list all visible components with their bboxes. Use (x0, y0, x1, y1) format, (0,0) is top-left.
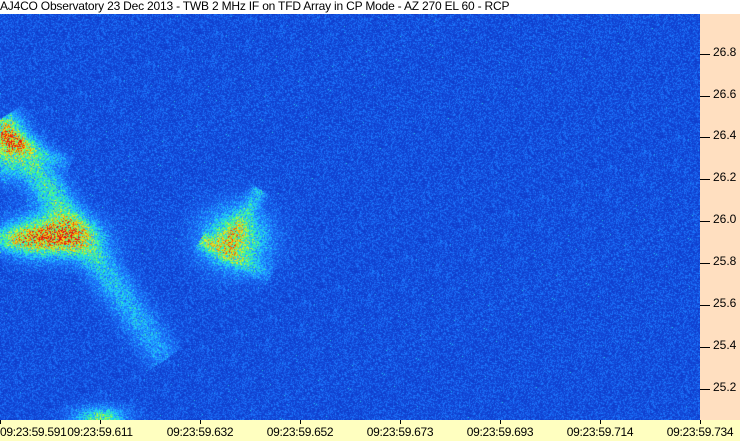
x-tick-label: 09:23:59.652 (266, 425, 334, 439)
x-tick-label: 09:23:59.734 (666, 425, 734, 439)
y-tick-label: 26.4 (713, 128, 737, 143)
x-tick-label: 09:23:59.632 (166, 425, 234, 439)
y-tick (700, 95, 710, 97)
x-tick (100, 420, 101, 424)
x-tick (600, 420, 601, 424)
x-tick (400, 420, 401, 424)
y-tick-label: 26.0 (713, 212, 737, 227)
y-tick (700, 346, 710, 348)
x-tick-label: 09:23:59.591 (0, 425, 67, 439)
chart-title: AJ4CO Observatory 23 Dec 2013 - TWB 2 MH… (0, 0, 740, 14)
x-tick (200, 420, 201, 424)
y-tick-label: 26.6 (713, 86, 737, 101)
x-tick-label: 09:23:59.611 (67, 425, 133, 439)
y-tick (700, 304, 710, 306)
y-tick-label: 25.2 (713, 379, 737, 394)
x-tick (700, 420, 701, 424)
y-tick-label: 25.4 (713, 337, 737, 352)
x-tick-label: 09:23:59.714 (566, 425, 634, 439)
x-tick-label: 09:23:59.673 (366, 425, 434, 439)
time-axis: 09:23:59.591 09:23:59.611 09:23:59.632 09:2… (0, 420, 740, 441)
spectrogram-heatmap (0, 14, 700, 420)
y-tick (700, 388, 710, 390)
y-tick-label: 26.2 (713, 170, 737, 185)
y-tick (700, 137, 710, 139)
x-tick (300, 420, 301, 424)
y-tick (700, 179, 710, 181)
y-tick (700, 263, 710, 265)
x-tick-label: 09:23:59.693 (466, 425, 534, 439)
y-tick-label: 25.8 (713, 254, 737, 269)
frequency-axis: 26.8 26.6 26.4 26.2 26.0 25.8 25.6 25.4 25.2 (700, 14, 740, 420)
y-tick (700, 221, 710, 223)
x-tick (500, 420, 501, 424)
y-tick (700, 53, 710, 55)
y-tick-label: 25.6 (713, 295, 737, 310)
x-tick (0, 420, 1, 424)
y-tick-label: 26.8 (713, 44, 737, 59)
